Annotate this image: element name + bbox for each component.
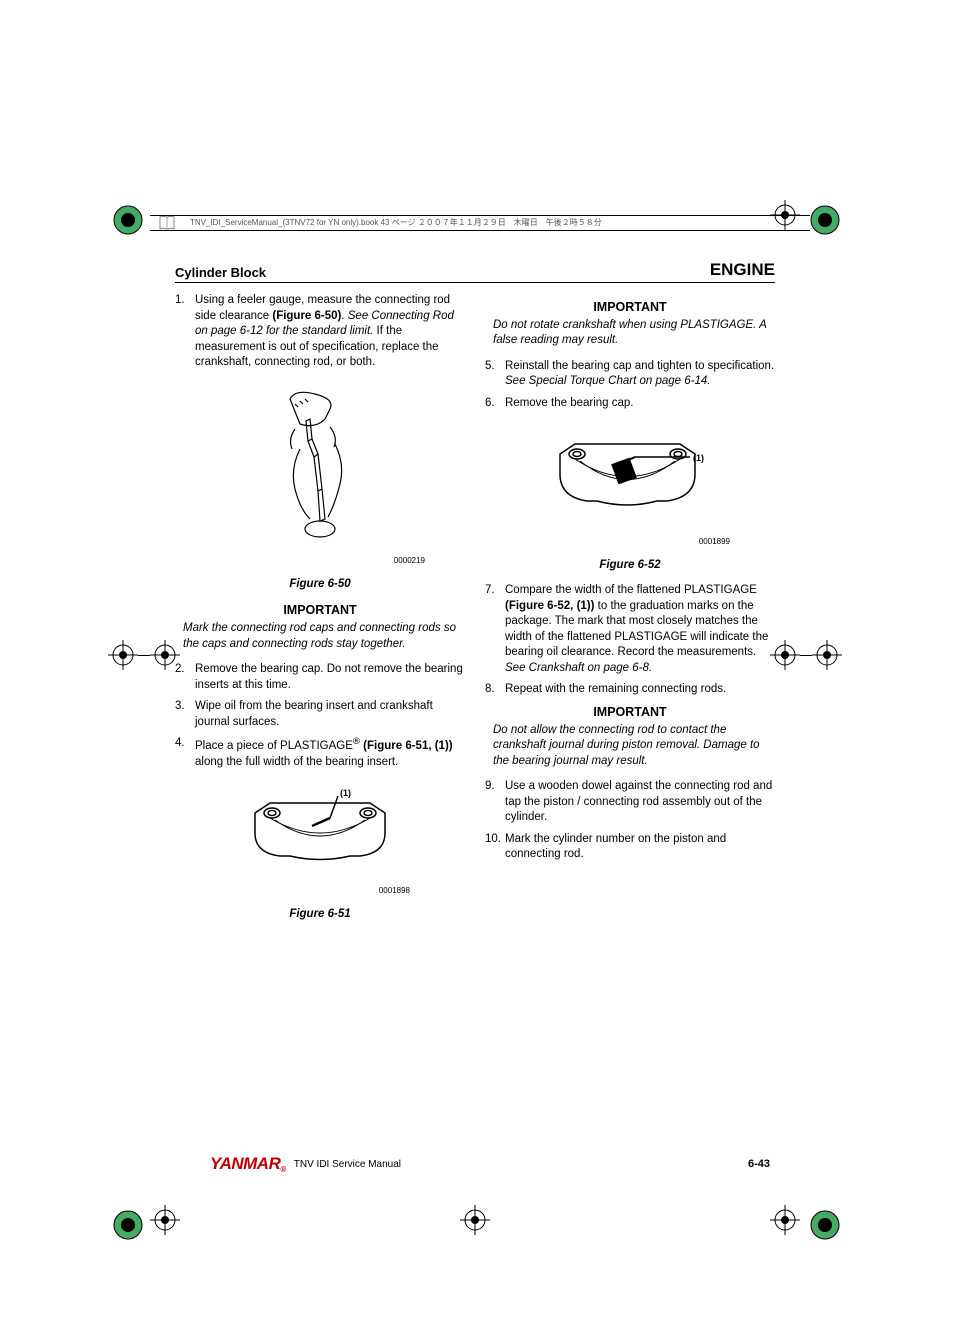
figure-ref: (Figure 6-52, (1)) xyxy=(505,600,594,612)
figure-id: 0001898 xyxy=(175,886,465,897)
book-icon xyxy=(158,214,176,232)
important-heading: IMPORTANT xyxy=(175,602,465,619)
step-number: 1. xyxy=(175,293,195,371)
step-7: 7. Compare the width of the flattened PL… xyxy=(485,583,775,676)
step-number: 10. xyxy=(485,832,505,863)
callout-label: (1) xyxy=(693,453,704,463)
step-text: Remove the bearing cap. xyxy=(505,396,775,412)
crop-mark-br xyxy=(805,1205,845,1245)
footer: YANMAR® TNV IDI Service Manual 6-43 xyxy=(210,1154,770,1174)
figure-caption: Figure 6-52 xyxy=(485,558,775,574)
figure-caption: Figure 6-50 xyxy=(175,577,465,593)
crop-mark-tr xyxy=(805,200,845,240)
footer-doc-title: TNV IDI Service Manual xyxy=(294,1159,401,1170)
page-content: Cylinder Block ENGINE 1. Using a feeler … xyxy=(175,200,775,932)
brand-logo: YANMAR® xyxy=(210,1154,286,1174)
brand-text: YANMAR xyxy=(210,1154,280,1173)
cross-ref: See Special Torque Chart on page 6-14. xyxy=(505,375,710,387)
figure-ref: (Figure 6-50) xyxy=(272,310,341,322)
reg-mark xyxy=(770,1205,800,1238)
important-heading: IMPORTANT xyxy=(485,299,775,316)
step-text: Remove the bearing cap. Do not remove th… xyxy=(195,662,465,693)
reg-line xyxy=(138,655,150,656)
step-number: 2. xyxy=(175,662,195,693)
step-10: 10. Mark the cylinder number on the pist… xyxy=(485,832,775,863)
figure-6-50: 0000219 xyxy=(175,379,465,567)
step-1: 1. Using a feeler gauge, measure the con… xyxy=(175,293,465,371)
right-column: IMPORTANT Do not rotate crankshaft when … xyxy=(485,293,775,932)
step-text: Mark the cylinder number on the piston a… xyxy=(505,832,775,863)
figure-id: 0000219 xyxy=(175,556,465,567)
left-column: 1. Using a feeler gauge, measure the con… xyxy=(175,293,465,932)
step-number: 4. xyxy=(175,736,195,770)
callout-label: (1) xyxy=(340,788,351,798)
step-3: 3. Wipe oil from the bearing insert and … xyxy=(175,699,465,730)
step-5: 5. Reinstall the bearing cap and tighten… xyxy=(485,359,775,390)
cross-ref: See Crankshaft on page 6-8. xyxy=(505,662,652,674)
step-text: Wipe oil from the bearing insert and cra… xyxy=(195,699,465,730)
step-9: 9. Use a wooden dowel against the connec… xyxy=(485,779,775,826)
page-number: 6-43 xyxy=(748,1158,770,1170)
figure-ref: (Figure 6-51, (1)) xyxy=(363,740,452,752)
section-header: Cylinder Block ENGINE xyxy=(175,260,775,283)
crop-mark-bl xyxy=(108,1205,148,1245)
step-number: 8. xyxy=(485,682,505,698)
brand-reg-icon: ® xyxy=(280,1165,285,1174)
step-number: 9. xyxy=(485,779,505,826)
reg-line xyxy=(800,655,812,656)
reg-mark xyxy=(812,640,842,673)
step-text: Place a piece of PLASTIGAGE xyxy=(195,740,353,752)
step-number: 3. xyxy=(175,699,195,730)
important-body: Do not allow the connecting rod to conta… xyxy=(493,723,767,770)
step-text: along the full width of the bearing inse… xyxy=(195,756,398,768)
step-6: 6. Remove the bearing cap. xyxy=(485,396,775,412)
figure-6-52: (1) 0001899 xyxy=(485,419,775,547)
important-body: Mark the connecting rod caps and connect… xyxy=(183,621,457,652)
reg-mark xyxy=(150,1205,180,1238)
important-body: Do not rotate crankshaft when using PLAS… xyxy=(493,318,767,349)
reg-mark xyxy=(108,640,138,673)
figure-6-51: (1) 0001898 xyxy=(175,778,465,896)
step-text: Repeat with the remaining connecting rod… xyxy=(505,682,775,698)
important-heading: IMPORTANT xyxy=(485,704,775,721)
step-text: Use a wooden dowel against the connectin… xyxy=(505,779,775,826)
step-2: 2. Remove the bearing cap. Do not remove… xyxy=(175,662,465,693)
step-number: 7. xyxy=(485,583,505,676)
reg-mark-icon: ® xyxy=(353,736,360,747)
step-4: 4. Place a piece of PLASTIGAGE® (Figure … xyxy=(175,736,465,770)
step-text: Reinstall the bearing cap and tighten to… xyxy=(505,360,774,372)
figure-id: 0001899 xyxy=(485,537,775,548)
step-number: 6. xyxy=(485,396,505,412)
section-title-left: Cylinder Block xyxy=(175,265,266,280)
section-title-right: ENGINE xyxy=(710,260,775,280)
step-8: 8. Repeat with the remaining connecting … xyxy=(485,682,775,698)
step-text: Compare the width of the flattened PLAST… xyxy=(505,584,757,596)
crop-mark-tl xyxy=(108,200,148,240)
reg-mark xyxy=(460,1205,490,1238)
step-number: 5. xyxy=(485,359,505,390)
figure-caption: Figure 6-51 xyxy=(175,907,465,923)
